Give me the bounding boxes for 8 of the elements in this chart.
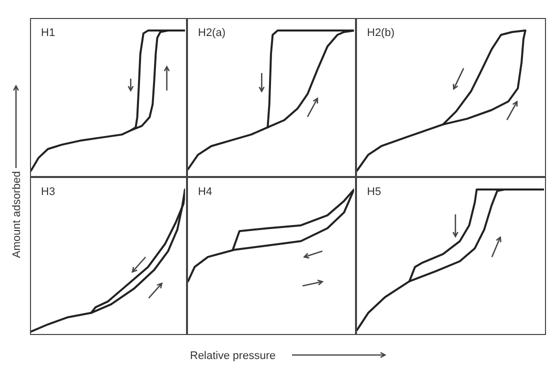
- chart-title: H2(b): [367, 27, 395, 39]
- chart-title: H4: [198, 186, 212, 198]
- x-axis-title: Relative pressure: [190, 350, 276, 362]
- chart-title: H2(a): [198, 27, 226, 39]
- chart-title: H1: [41, 27, 56, 39]
- y-axis-title: Amount adsorbed: [11, 171, 23, 258]
- chart-title: H5: [367, 186, 382, 198]
- chart-title: H3: [41, 186, 56, 198]
